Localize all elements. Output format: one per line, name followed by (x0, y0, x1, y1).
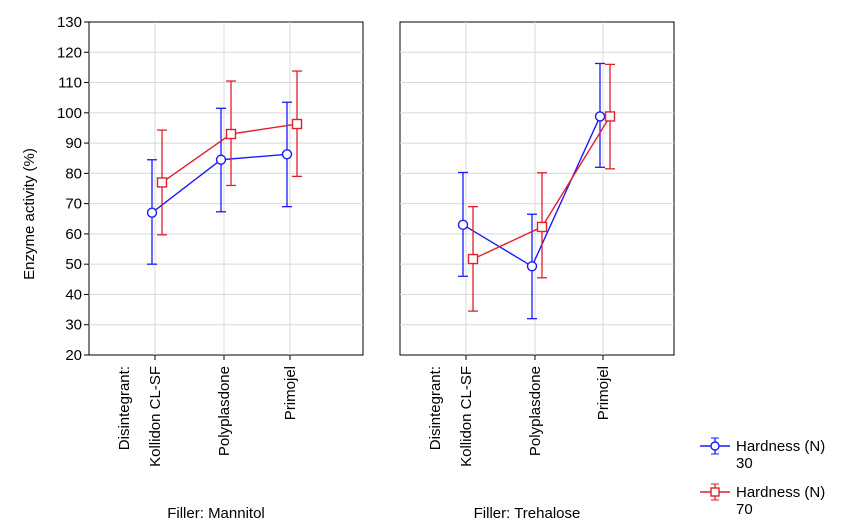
y-tick-label: 60 (65, 226, 82, 243)
data-point (536, 221, 548, 233)
data-point (215, 154, 227, 165)
legend-label: Hardness (N) (736, 484, 825, 501)
data-point (457, 219, 469, 231)
y-tick-label: 80 (65, 165, 82, 182)
legend-label-value: 30 (736, 455, 753, 472)
x-tick-label: Primojel (282, 366, 299, 420)
panel-0 (84, 21, 364, 360)
data-point (594, 111, 606, 122)
legend-label-value: 70 (736, 501, 753, 518)
panel-label: Filler: Mannitol (167, 505, 265, 522)
y-tick-label: 70 (65, 196, 82, 213)
y-tick-label: 40 (65, 286, 82, 303)
y-tick-label: 100 (57, 105, 82, 122)
x-tick-label: Primojel (595, 366, 612, 420)
data-point (281, 149, 293, 160)
data-point (146, 207, 158, 218)
legend-label: Hardness (N) (736, 438, 825, 455)
data-point (604, 111, 616, 122)
y-tick-label: 30 (65, 317, 82, 334)
panel-1 (399, 21, 675, 360)
x-factor-label: Disintegrant: (427, 366, 444, 450)
panel-frame (399, 21, 675, 356)
legend-marker (710, 487, 720, 497)
panel-frame (88, 21, 364, 356)
legend-entry-hardness-70 (700, 483, 730, 501)
y-tick-label: 120 (57, 44, 82, 61)
y-axis-label: Enzyme activity (%) (21, 148, 38, 280)
panel-label: Filler: Trehalose (474, 505, 581, 522)
y-tick-label: 90 (65, 135, 82, 152)
data-point (225, 128, 237, 140)
x-tick-label: Polyplasdone (527, 366, 544, 456)
y-tick-label: 130 (57, 14, 82, 31)
data-point (467, 253, 479, 265)
y-tick-label: 20 (65, 347, 82, 364)
data-point (156, 177, 168, 188)
legend-marker (710, 441, 720, 451)
legend-entry-hardness-30 (700, 437, 730, 455)
y-tick-label: 50 (65, 256, 82, 273)
x-tick-label: Polyplasdone (216, 366, 233, 456)
x-factor-label: Disintegrant: (116, 366, 133, 450)
y-tick-label: 110 (58, 75, 82, 92)
data-point (291, 118, 303, 130)
x-tick-label: Kollidon CL-SF (147, 366, 164, 467)
x-tick-label: Kollidon CL-SF (458, 366, 475, 467)
data-point (526, 261, 538, 272)
